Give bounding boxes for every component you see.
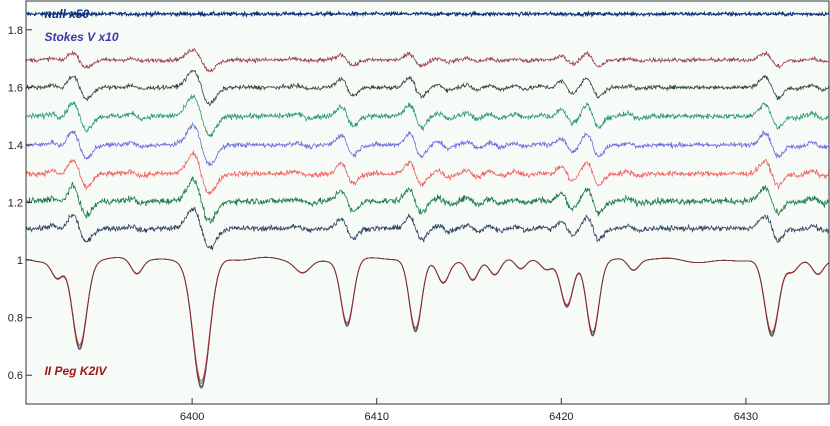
series-line-stokes_v-5 bbox=[25, 150, 830, 196]
y-tick-label-0: 0.6 bbox=[8, 370, 23, 382]
annotation-1: Stokes V x10 bbox=[44, 30, 118, 44]
y-tick-label-1: 0.8 bbox=[8, 313, 23, 325]
series-line-intensity-12 bbox=[25, 256, 830, 388]
series-layer bbox=[25, 9, 830, 389]
series-line-stokes_v-7 bbox=[25, 206, 830, 251]
axis-layer: 6400 6410 6420 6430 0.6 0.8 1 1.2 1.4 1.6 1.8 bbox=[8, 25, 758, 423]
annotation-2: II Peg K2IV bbox=[44, 364, 107, 378]
x-tick-label-1: 6410 bbox=[364, 411, 388, 423]
y-tick-label-2: 1 bbox=[17, 255, 23, 267]
y-tick-label-4: 1.4 bbox=[8, 140, 23, 152]
y-tick-label-3: 1.2 bbox=[8, 198, 23, 210]
annotation-0: null x50 bbox=[44, 7, 89, 21]
x-tick-label-0: 6400 bbox=[180, 411, 204, 423]
series-line-null-0 bbox=[25, 9, 830, 19]
annotation-layer: null x50 Stokes V x10 II Peg K2IV bbox=[44, 7, 118, 378]
y-tick-label-6: 1.8 bbox=[8, 25, 23, 37]
y-tick-label-5: 1.6 bbox=[8, 82, 23, 94]
series-line-stokes_v-2 bbox=[25, 69, 830, 107]
series-line-stokes_v-1 bbox=[25, 47, 830, 73]
x-tick-label-2: 6420 bbox=[549, 411, 573, 423]
series-line-stokes_v-6 bbox=[25, 176, 830, 224]
series-line-stokes_v-3 bbox=[25, 93, 830, 138]
series-line-stokes_v-4 bbox=[25, 122, 830, 167]
x-tick-label-3: 6430 bbox=[734, 411, 758, 423]
